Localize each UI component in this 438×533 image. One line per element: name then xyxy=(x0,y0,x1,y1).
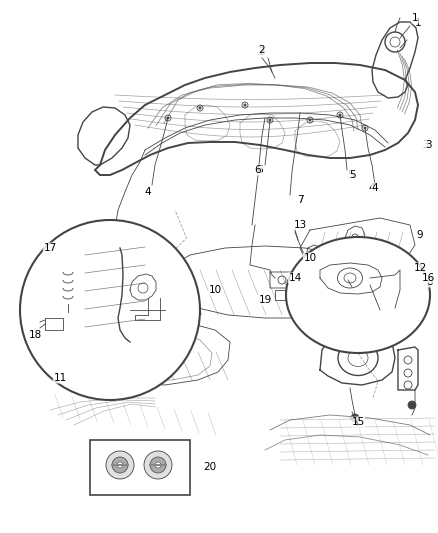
Text: 14: 14 xyxy=(288,273,302,283)
Text: 4: 4 xyxy=(145,187,151,197)
Circle shape xyxy=(362,125,368,131)
Text: 6: 6 xyxy=(257,165,263,175)
Circle shape xyxy=(20,220,200,400)
Text: 6: 6 xyxy=(254,165,261,175)
Circle shape xyxy=(352,234,358,240)
Text: 10: 10 xyxy=(208,285,222,295)
Text: 9: 9 xyxy=(417,230,423,240)
Text: 17: 17 xyxy=(43,243,57,253)
Bar xyxy=(275,290,287,300)
Text: 10: 10 xyxy=(304,253,317,263)
Text: 2: 2 xyxy=(259,47,265,57)
Text: 20: 20 xyxy=(203,462,216,472)
Circle shape xyxy=(167,117,169,119)
Circle shape xyxy=(309,119,311,121)
Circle shape xyxy=(339,114,341,116)
Text: 13: 13 xyxy=(293,220,307,230)
Text: 7: 7 xyxy=(297,195,303,205)
Text: 4: 4 xyxy=(372,183,378,193)
Ellipse shape xyxy=(286,237,430,353)
Text: 7: 7 xyxy=(297,195,303,205)
Circle shape xyxy=(408,401,416,409)
Circle shape xyxy=(242,102,248,108)
Text: 18: 18 xyxy=(28,330,42,340)
Circle shape xyxy=(364,127,366,129)
Circle shape xyxy=(307,117,313,123)
Text: 15: 15 xyxy=(351,417,364,427)
Text: 1: 1 xyxy=(412,13,418,23)
Circle shape xyxy=(244,104,246,106)
Text: 19: 19 xyxy=(258,295,272,305)
Bar xyxy=(45,318,63,330)
Circle shape xyxy=(144,451,172,479)
Circle shape xyxy=(343,287,349,293)
Text: 12: 12 xyxy=(413,263,427,273)
Circle shape xyxy=(106,451,134,479)
Circle shape xyxy=(165,115,171,121)
Text: 8: 8 xyxy=(427,277,433,287)
Text: 4: 4 xyxy=(369,183,375,193)
Bar xyxy=(90,440,190,495)
Circle shape xyxy=(117,462,123,468)
Circle shape xyxy=(155,462,161,468)
Text: 4: 4 xyxy=(145,187,151,197)
Circle shape xyxy=(351,414,359,422)
Circle shape xyxy=(199,107,201,109)
Circle shape xyxy=(337,112,343,118)
Circle shape xyxy=(150,457,166,473)
Text: 16: 16 xyxy=(421,273,434,283)
Circle shape xyxy=(197,105,203,111)
Circle shape xyxy=(112,457,128,473)
Circle shape xyxy=(303,274,311,282)
Text: 11: 11 xyxy=(53,373,67,383)
Text: 2: 2 xyxy=(259,45,265,55)
Text: 5: 5 xyxy=(347,170,353,180)
Text: 3: 3 xyxy=(425,140,431,150)
Circle shape xyxy=(269,119,271,121)
Text: 5: 5 xyxy=(349,170,355,180)
Text: 1: 1 xyxy=(415,18,422,28)
Text: 3: 3 xyxy=(422,140,429,150)
Circle shape xyxy=(267,117,273,123)
